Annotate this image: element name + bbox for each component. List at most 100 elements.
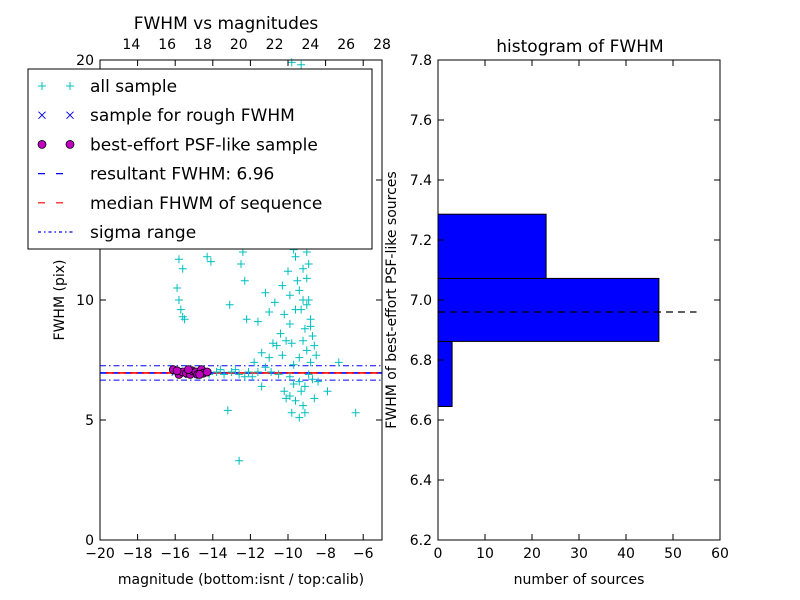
all-sample-point [306,315,315,324]
all-sample-point [178,264,187,273]
top-tick-label: 26 [337,37,355,53]
top-tick-label: 22 [266,37,284,53]
all-sample-point [240,372,249,381]
all-sample-point [225,300,234,309]
all-sample-point [299,336,308,345]
top-tick-label: 16 [158,37,176,53]
histogram-y-label: FWHM of best-effort PSF-like sources [384,171,400,428]
legend-item: best-effort PSF-like sample [37,135,318,155]
psf-sample-point [195,369,205,379]
all-sample-point [280,387,289,396]
hist-x-tick-label: 0 [434,546,443,562]
all-sample-point [203,252,212,261]
all-sample-point [265,353,274,362]
hist-y-tick-label: 6.4 [410,473,432,489]
y-tick-label: 20 [76,53,94,69]
scatter-panel: −20−18−16−14−12−10−8−6 05101520 14161820… [27,14,391,588]
legend: all sample sample for rough FWHM best-effo… [27,68,373,250]
all-sample-point [206,257,215,266]
all-sample-point [285,320,294,328]
all-sample-point [261,363,270,372]
all-sample-point [302,300,311,309]
all-sample-point [284,267,292,276]
all-sample-point [274,370,283,379]
all-sample-point [253,317,262,326]
x-tick-label: −14 [198,546,228,562]
all-sample-point [278,351,287,360]
x-tick-label: −6 [353,546,374,562]
all-sample-point [285,392,294,400]
legend-label: sample for rough FWHM [90,106,295,126]
all-sample-point [314,377,323,386]
legend-label: sigma range [90,223,196,243]
hist-y-tick-label: 7.8 [410,53,432,69]
all-sample-point [235,370,244,379]
all-sample-point [299,401,308,410]
scatter-y-label: FWHM (pix) [52,260,68,341]
legend-marker [66,111,74,120]
all-sample-point [308,375,317,384]
x-tick-label: −18 [123,546,153,562]
x-tick-label: −20 [85,546,115,562]
all-sample-point [300,408,309,417]
legend-label: median FHWM of sequence [90,194,322,214]
all-sample-point [248,372,257,381]
all-sample-point [302,346,311,355]
legend-item: all sample [38,77,177,97]
psf-sample-point [183,365,193,375]
all-sample-point [242,315,251,324]
legend-marker [38,111,46,120]
hist-x-tick-label: 20 [523,546,541,562]
legend-item: sample for rough FWHM [38,106,295,126]
legend-box [27,68,373,250]
all-sample-point [299,264,308,273]
all-sample-point [306,358,315,367]
legend-label: all sample [90,77,177,97]
scatter-top-ticks: 14 16 18 20 22 24 26 28 [122,37,390,53]
hist-y-tick-label: 6.6 [410,413,432,429]
all-sample-point [323,387,332,396]
all-sample-point [174,296,183,304]
all-sample-point [278,281,287,290]
all-sample-point [176,305,185,314]
all-sample-point [237,260,245,268]
histogram-x-label: number of sources [514,572,645,588]
all-sample-point [310,341,319,350]
all-sample-point [297,60,306,69]
histogram-bar [437,213,547,279]
all-sample-point [289,380,298,388]
hist-x-tick-label: 30 [570,546,588,562]
all-sample-point [300,382,309,391]
hist-x-tick-label: 40 [617,546,635,562]
scatter-x-ticks: −20 −18 −16 −14 −12 −10 −8 −6 [85,60,374,562]
all-sample-point [253,368,262,376]
hist-y-tick-label: 7.6 [410,113,432,129]
all-sample-point [308,332,317,340]
all-sample-point [244,368,253,376]
all-sample-point [306,322,315,331]
legend-marker [66,82,74,90]
hist-y-tick-label: 7.0 [410,293,432,309]
all-sample-point [223,406,232,415]
hist-x-tick-label: 10 [476,546,494,562]
all-sample-point [220,370,229,379]
all-sample-point [299,296,308,304]
all-sample-point [240,276,249,285]
all-sample-point [291,252,300,261]
all-sample-point [235,456,244,465]
legend-label: best-effort PSF-like sample [90,135,318,155]
all-sample-point [261,288,270,297]
all-sample-point [257,348,266,357]
all-sample-point [304,260,313,268]
legend-item: sigma range [38,223,196,243]
y-tick-label: 10 [76,293,94,309]
histogram-bar [437,340,453,407]
legend-marker [37,139,47,149]
all-sample-point [295,377,304,386]
all-sample-point [291,305,300,314]
all-sample-point [295,286,304,295]
top-tick-label: 18 [194,37,212,53]
hist-x-tick-label: 50 [664,546,682,562]
psf-sample-point [172,366,182,376]
all-sample-point [287,339,296,348]
